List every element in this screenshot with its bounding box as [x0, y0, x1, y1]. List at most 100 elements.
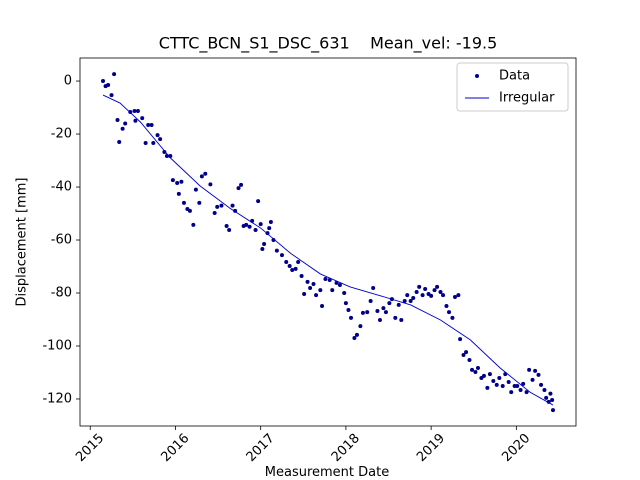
data-point [417, 284, 422, 289]
y-tick-label: 0 [64, 74, 72, 89]
legend-label: Irregular [499, 91, 555, 106]
data-point [544, 395, 549, 400]
data-point [365, 310, 370, 315]
data-point [208, 182, 213, 187]
data-point [452, 294, 457, 299]
data-point [343, 301, 348, 306]
data-point [262, 241, 267, 246]
data-point [494, 382, 499, 387]
data-point [358, 324, 363, 329]
data-point [155, 133, 160, 138]
data-point [109, 93, 114, 98]
data-point [371, 285, 376, 290]
data-point [170, 178, 175, 183]
data-point [368, 298, 373, 303]
data-point [337, 283, 342, 288]
data-point [527, 367, 532, 372]
y-tick-label: -60 [51, 233, 72, 248]
data-point [473, 369, 478, 374]
data-point [284, 260, 289, 265]
data-point [521, 381, 526, 386]
data-point [550, 398, 555, 403]
data-point [274, 248, 279, 253]
y-tick-label: -120 [42, 391, 72, 406]
data-point [106, 83, 111, 88]
data-point [191, 222, 196, 227]
data-point [464, 350, 469, 355]
data-point [305, 279, 310, 284]
data-point [193, 187, 198, 192]
data-point [485, 385, 490, 390]
data-point [475, 365, 480, 370]
data-point [149, 123, 154, 128]
data-point [506, 380, 511, 385]
data-point [271, 238, 276, 243]
data-point [420, 293, 425, 298]
data-point [230, 203, 235, 208]
data-point [411, 296, 416, 301]
data-point [260, 247, 265, 252]
y-tick-label: -20 [51, 127, 72, 142]
data-point [268, 219, 273, 224]
data-point [435, 284, 440, 289]
data-point [162, 150, 167, 155]
data-point [467, 358, 472, 363]
data-point [314, 293, 319, 298]
data-point [175, 181, 180, 186]
data-point [143, 141, 148, 146]
data-point [158, 137, 163, 142]
data-point [375, 309, 380, 314]
data-point [444, 303, 449, 308]
data-point [377, 318, 382, 323]
data-point [429, 293, 434, 298]
y-axis-label: Displacement [mm] [15, 178, 30, 307]
data-point [299, 274, 304, 279]
data-point [239, 182, 244, 187]
data-point [327, 278, 332, 283]
y-tick-label: -100 [42, 338, 72, 353]
data-point [323, 276, 328, 281]
data-point [117, 139, 122, 144]
legend-swatch [475, 74, 479, 78]
data-point [396, 302, 401, 307]
data-point [518, 387, 523, 392]
data-point [120, 126, 125, 131]
data-point [423, 287, 428, 292]
axes-frame [79, 57, 577, 427]
data-point [491, 378, 496, 383]
data-point [515, 383, 520, 388]
data-point [290, 267, 295, 272]
data-point [405, 293, 410, 298]
data-point [258, 222, 263, 227]
data-point [441, 293, 446, 298]
data-point [408, 298, 413, 303]
data-point [399, 318, 404, 323]
data-point [461, 352, 466, 357]
data-point [293, 266, 298, 271]
data-point [236, 186, 241, 191]
data-point [146, 123, 151, 128]
data-point [187, 208, 192, 213]
data-point [197, 200, 202, 205]
x-axis-label: Measurement Date [265, 465, 389, 480]
data-point [212, 210, 217, 215]
data-point [256, 199, 261, 204]
data-point [203, 171, 208, 176]
data-point [360, 310, 365, 315]
data-point [247, 224, 252, 229]
y-tick-label: -80 [51, 286, 72, 301]
data-point [112, 72, 117, 77]
data-point [179, 179, 184, 184]
data-point [533, 368, 538, 373]
data-point [346, 307, 351, 312]
data-point [487, 372, 492, 377]
data-point [227, 227, 232, 232]
data-point [244, 222, 249, 227]
data-point [402, 298, 407, 303]
data-point [438, 289, 443, 294]
data-point [414, 289, 419, 294]
data-point [456, 293, 461, 298]
data-point [253, 227, 258, 232]
data-point [542, 387, 547, 392]
